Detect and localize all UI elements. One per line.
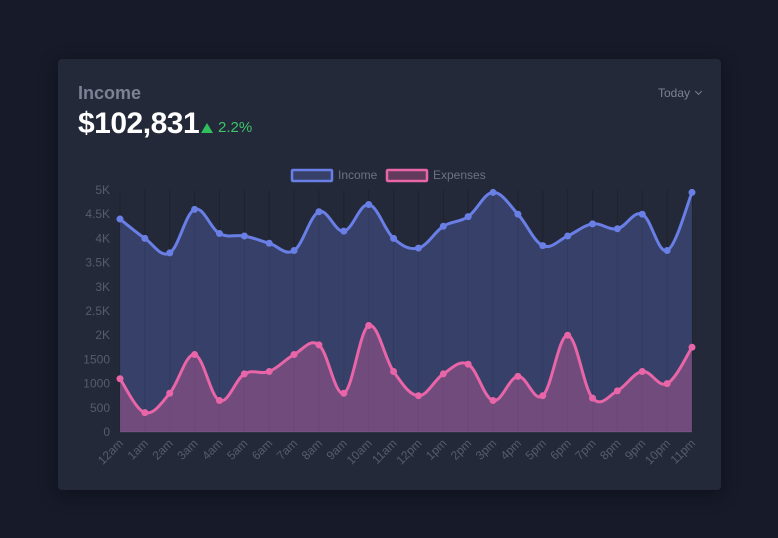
x-tick-label: 2am [149, 436, 175, 462]
data-point [315, 208, 323, 216]
x-tick-label: 5am [224, 436, 250, 462]
data-point [215, 397, 223, 405]
x-tick-label: 6pm [547, 436, 573, 462]
y-tick-label: 1500 [83, 352, 110, 366]
card-title: Income [78, 83, 142, 103]
data-point [663, 247, 671, 254]
data-point [638, 368, 646, 375]
y-tick-label: 1000 [83, 377, 110, 391]
data-point [613, 225, 621, 233]
data-point [166, 389, 174, 397]
data-point [116, 215, 124, 223]
data-point [439, 370, 447, 378]
data-point [489, 397, 497, 405]
data-point [514, 372, 522, 380]
x-tick-label: 10pm [642, 436, 673, 467]
data-point [116, 375, 124, 383]
data-point [663, 380, 671, 388]
data-point [215, 230, 223, 238]
data-point [265, 368, 273, 375]
data-point [340, 227, 348, 235]
x-tick-label: 12pm [393, 436, 424, 467]
income-expenses-chart: 0500100015002K2.5K3K3.5K4K4.5K5K12am1am2… [83, 168, 699, 467]
data-point [638, 210, 646, 218]
x-tick-label: 3pm [473, 436, 499, 462]
data-point [365, 201, 373, 209]
period-dropdown[interactable]: Today [657, 86, 703, 100]
data-point [464, 360, 472, 368]
x-tick-label: 2pm [448, 436, 474, 462]
data-point [564, 331, 572, 339]
data-point [390, 234, 398, 242]
data-point [166, 249, 174, 257]
trend-up-icon [201, 122, 213, 133]
period-label: Today [657, 86, 690, 100]
legend-label: Income [338, 168, 378, 182]
data-point [613, 387, 621, 395]
change-value: 2.2% [218, 119, 253, 136]
y-tick-label: 0 [103, 425, 110, 439]
x-tick-label: 6am [249, 436, 275, 462]
data-point [589, 394, 597, 402]
data-point [290, 351, 298, 359]
data-point [539, 392, 547, 400]
data-point [439, 222, 447, 230]
y-tick-label: 2K [95, 328, 110, 342]
data-point [589, 220, 597, 228]
x-tick-label: 1pm [423, 436, 449, 462]
legend-swatch [290, 168, 334, 183]
data-point [141, 234, 149, 242]
income-amount: $102,831 [78, 107, 200, 140]
x-tick-label: 4pm [498, 436, 524, 462]
x-tick-label: 10am [344, 436, 375, 467]
x-tick-label: 7pm [572, 436, 598, 462]
legend-label: Expenses [433, 168, 486, 182]
data-point [141, 409, 149, 417]
data-point [390, 368, 398, 375]
x-tick-label: 1am [125, 436, 151, 462]
data-point [365, 322, 373, 330]
data-point [539, 242, 547, 250]
data-point [414, 244, 422, 252]
y-tick-label: 3K [95, 280, 110, 294]
data-point [315, 341, 323, 349]
x-tick-label: 8pm [597, 436, 623, 462]
y-tick-label: 2.5K [85, 304, 110, 318]
y-tick-label: 500 [90, 401, 110, 415]
data-point [564, 232, 572, 240]
x-tick-label: 11pm [668, 436, 699, 467]
data-point [265, 239, 273, 247]
income-card: Income $102,831 2.2% Today 0 500 1000 1500 2… [58, 59, 721, 490]
change-indicator: 2.2% [201, 119, 252, 136]
y-tick-label: 4K [95, 231, 110, 245]
data-point [489, 188, 497, 196]
x-tick-label: 3am [174, 436, 200, 462]
data-point [340, 389, 348, 397]
data-point [191, 205, 199, 213]
y-tick-label: 4.5K [85, 207, 110, 221]
x-tick-label: 7am [274, 436, 300, 462]
data-point [191, 351, 199, 359]
x-tick-label: 11am [369, 436, 400, 467]
data-point [688, 188, 696, 196]
data-point [464, 213, 472, 221]
x-tick-label: 8am [299, 436, 325, 462]
data-point [240, 370, 248, 378]
y-tick-label: 3.5K [85, 256, 110, 270]
data-point [514, 210, 522, 218]
data-point [290, 247, 298, 254]
x-tick-label: 5pm [522, 436, 548, 462]
x-tick-label: 12am [95, 436, 126, 467]
x-tick-label: 4am [199, 436, 225, 462]
data-point [240, 232, 248, 240]
y-tick-label: 5K [95, 183, 110, 197]
data-point [414, 392, 422, 400]
legend-swatch [385, 168, 429, 183]
series-area [120, 325, 692, 432]
data-point [688, 343, 696, 351]
